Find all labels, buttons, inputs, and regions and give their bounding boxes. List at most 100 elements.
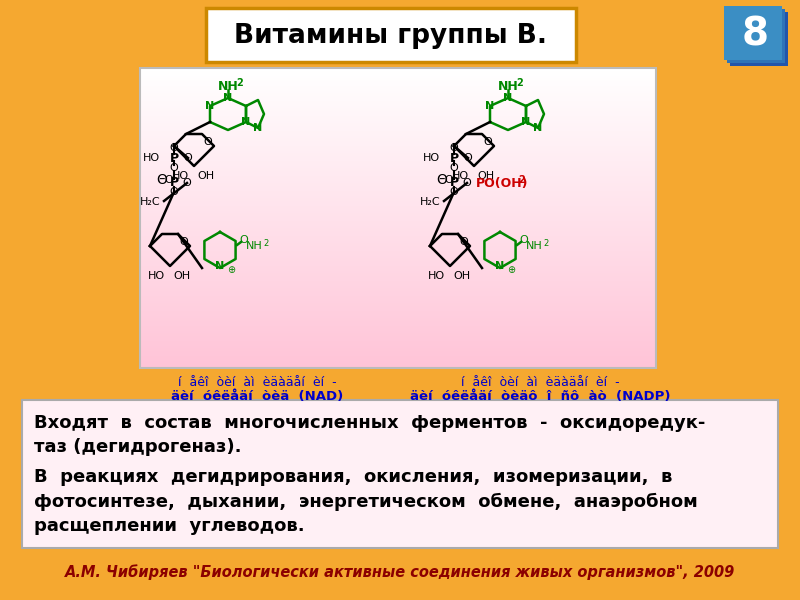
Bar — [140, 133, 656, 136]
Bar — [140, 203, 656, 206]
Text: O: O — [462, 178, 471, 188]
Bar — [140, 163, 656, 166]
Bar — [140, 121, 656, 124]
Bar — [140, 293, 656, 296]
Bar — [140, 173, 656, 176]
Bar — [140, 318, 656, 322]
Text: O: O — [450, 143, 458, 153]
Bar — [140, 301, 656, 304]
Text: NH: NH — [498, 79, 518, 92]
Bar — [140, 211, 656, 214]
Bar — [140, 265, 656, 269]
Bar — [140, 235, 656, 239]
Text: N: N — [522, 117, 530, 127]
Bar — [140, 143, 656, 146]
Bar — [140, 223, 656, 226]
Bar — [140, 208, 656, 211]
Bar — [140, 215, 656, 219]
Bar — [140, 130, 656, 134]
Bar — [140, 128, 656, 131]
Bar — [140, 365, 656, 369]
Text: OH: OH — [174, 271, 190, 281]
Bar — [140, 185, 656, 189]
Bar — [140, 115, 656, 119]
Bar — [140, 271, 656, 274]
Bar — [140, 226, 656, 229]
Bar — [140, 286, 656, 289]
Text: O: O — [170, 163, 178, 173]
Text: O: O — [464, 153, 472, 163]
Bar — [140, 343, 656, 346]
Bar — [140, 91, 656, 94]
Text: O: O — [180, 237, 188, 247]
Text: H₂C: H₂C — [140, 197, 160, 207]
Text: 2: 2 — [237, 78, 243, 88]
Text: O: O — [184, 153, 192, 163]
Bar — [140, 283, 656, 286]
Bar — [140, 333, 656, 337]
Bar — [140, 290, 656, 294]
Bar — [140, 68, 656, 71]
Bar — [140, 78, 656, 82]
Bar — [724, 6, 782, 60]
Text: OH: OH — [198, 171, 214, 181]
Text: O: O — [170, 143, 178, 153]
Bar — [140, 193, 656, 196]
Text: O: O — [444, 175, 453, 185]
Bar — [140, 320, 656, 324]
Bar — [140, 243, 656, 247]
Bar — [140, 106, 656, 109]
Bar — [140, 85, 656, 89]
Bar — [140, 253, 656, 257]
Bar — [140, 311, 656, 314]
Bar — [140, 323, 656, 326]
Text: N: N — [223, 93, 233, 103]
Bar — [140, 263, 656, 266]
Text: 2: 2 — [263, 238, 269, 247]
Text: O: O — [182, 178, 191, 188]
Bar — [140, 138, 656, 142]
Text: HO: HO — [451, 171, 469, 181]
Text: O: O — [484, 137, 492, 147]
Text: P: P — [170, 151, 178, 164]
Text: í  åêî  òèí  àì  èäàäåí  èí  -: í åêî òèí àì èäàäåí èí - — [461, 376, 619, 389]
Bar — [140, 238, 656, 241]
Bar — [730, 12, 788, 66]
Bar — [140, 191, 656, 194]
Bar — [140, 248, 656, 251]
Bar — [140, 313, 656, 317]
Bar — [140, 363, 656, 367]
Text: OH: OH — [478, 171, 494, 181]
Text: N: N — [242, 117, 250, 127]
Text: Θ: Θ — [437, 173, 447, 187]
Bar — [140, 170, 656, 174]
Text: В  реакциях  дегидрирования,  окисления,  изомеризации,  в
фотосинтезе,  дыхании: В реакциях дегидрирования, окисления, из… — [34, 468, 698, 535]
Text: í  åêî  òèí  àì  èäàäåí  èí  -: í åêî òèí àì èäàäåí èí - — [178, 376, 336, 389]
Bar — [140, 136, 656, 139]
Bar — [140, 151, 656, 154]
Bar — [140, 83, 656, 86]
Text: O: O — [240, 235, 248, 245]
Bar — [140, 168, 656, 172]
Text: NH: NH — [218, 79, 238, 92]
Bar — [140, 325, 656, 329]
Bar — [140, 198, 656, 202]
Text: O: O — [164, 175, 173, 185]
Text: O: O — [450, 187, 458, 197]
Text: P: P — [450, 151, 458, 164]
Text: HO: HO — [427, 271, 445, 281]
Bar — [140, 148, 656, 151]
Text: P: P — [450, 176, 458, 190]
Bar — [140, 268, 656, 271]
Bar — [140, 298, 656, 301]
Bar — [140, 125, 656, 129]
Bar — [140, 103, 656, 107]
Bar — [140, 153, 656, 157]
Bar — [140, 160, 656, 164]
Bar — [140, 183, 656, 187]
Bar — [140, 275, 656, 279]
Text: N: N — [486, 101, 494, 111]
Bar — [140, 118, 656, 121]
Text: äèí  óêëåäí  òèä  (NAD): äèí óêëåäí òèä (NAD) — [171, 390, 343, 403]
Bar — [140, 278, 656, 281]
